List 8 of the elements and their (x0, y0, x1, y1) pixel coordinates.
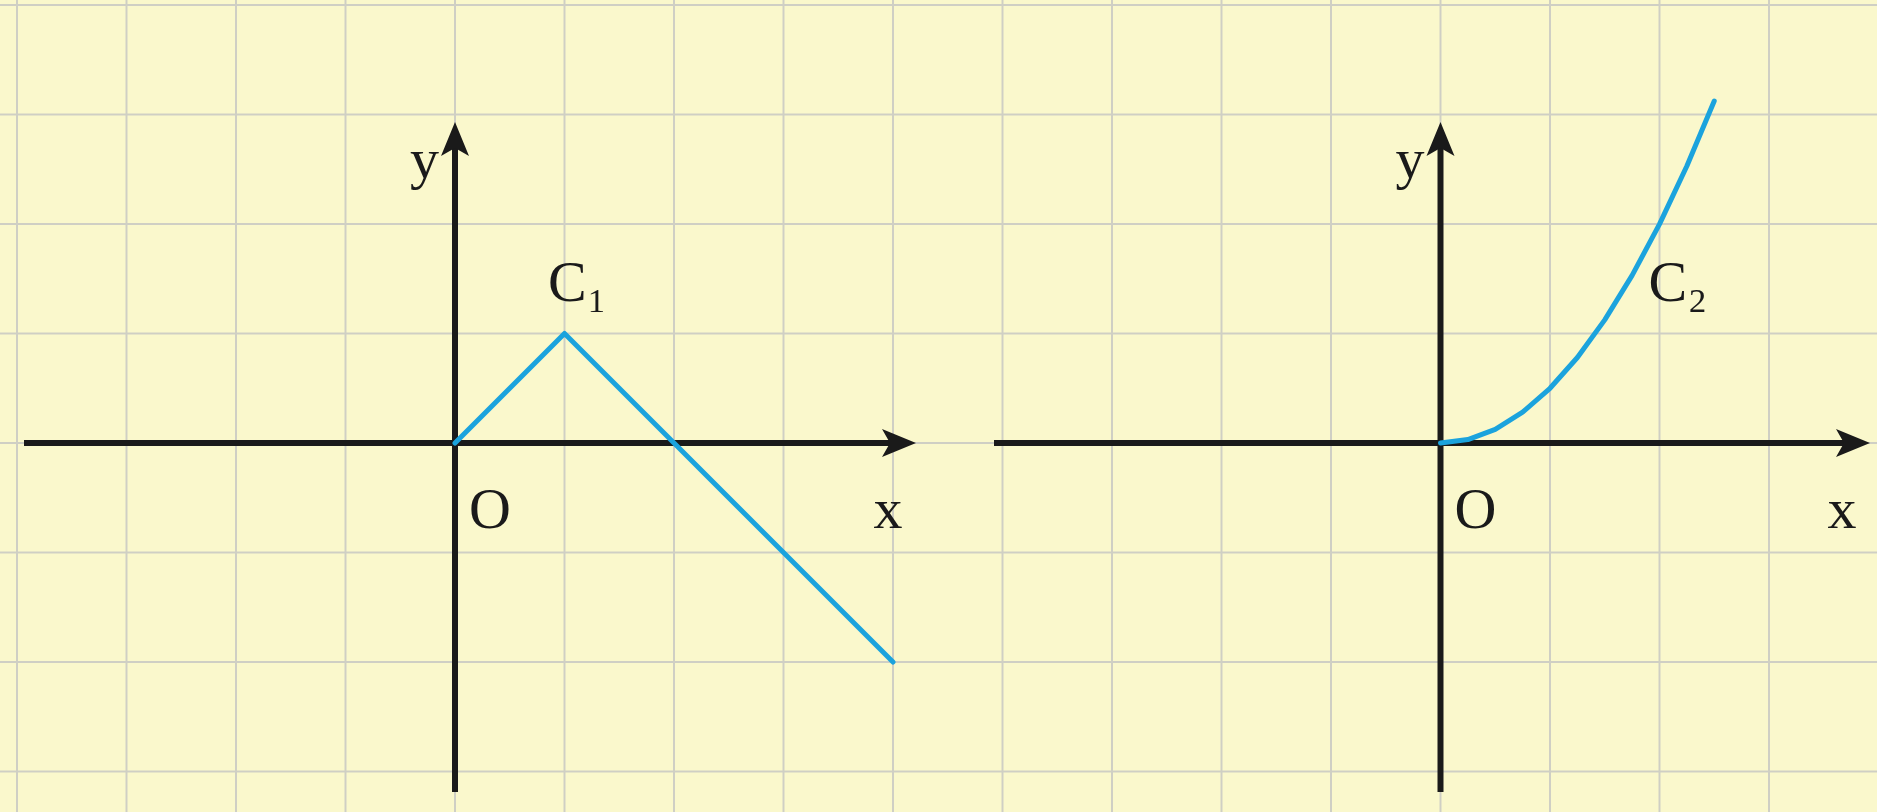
text: O (1454, 476, 1497, 541)
annotation: O (469, 476, 511, 541)
series-label: C₂ (1648, 248, 1708, 314)
x-axis-title: x (1827, 476, 1857, 541)
y-axis-title: y (410, 126, 439, 191)
series-label: C₁ (548, 248, 607, 314)
x-axis-title: x (873, 476, 903, 541)
y-axis-title: y (1395, 126, 1425, 191)
